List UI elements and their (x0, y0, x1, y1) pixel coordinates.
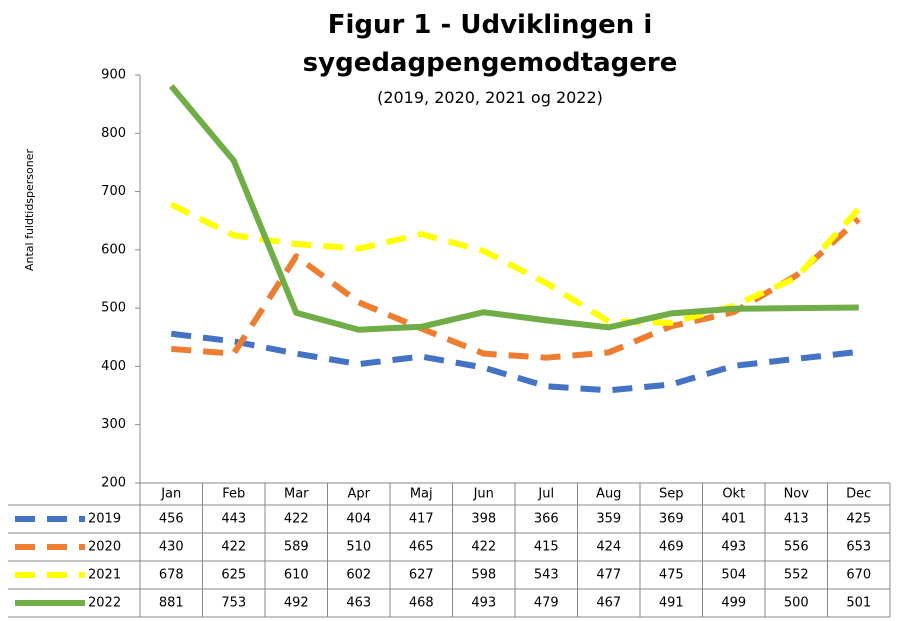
legend-label: 2020 (88, 540, 121, 555)
chart-title: Figur 1 - Udviklingen i sygedagpengemodt… (302, 10, 678, 78)
table-value: 465 (409, 540, 434, 555)
y-tick-label: 400 (101, 359, 126, 374)
table-value: 401 (721, 512, 746, 527)
series-line (169, 201, 861, 326)
x-tick-label: Feb (222, 487, 245, 502)
y-axis-label: Antal fuldtidspersoner (23, 148, 36, 271)
table-value: 556 (784, 540, 809, 555)
table-value: 456 (159, 512, 184, 527)
table-value: 398 (471, 512, 496, 527)
table-value: 417 (409, 512, 434, 527)
table-value: 422 (471, 540, 496, 555)
y-tick-label: 700 (101, 184, 126, 199)
table-value: 369 (659, 512, 684, 527)
table-value: 366 (534, 512, 559, 527)
legend-label: 2021 (88, 568, 121, 583)
x-tick-label: Aug (596, 487, 621, 502)
x-tick-label: Sep (659, 487, 684, 502)
table-value: 589 (284, 540, 309, 555)
table-value: 430 (159, 540, 184, 555)
table-value: 422 (221, 540, 246, 555)
x-tick-label: Mar (284, 487, 309, 502)
x-tick-label: Jul (537, 487, 554, 502)
table-value: 670 (846, 568, 871, 583)
table-value: 424 (596, 540, 621, 555)
table-value: 543 (534, 568, 559, 583)
series-line (168, 84, 859, 333)
table-value: 493 (721, 540, 746, 555)
legend-label: 2022 (88, 596, 121, 611)
chart-subtitle: (2019, 2020, 2021 og 2022) (377, 88, 603, 107)
y-tick-label: 600 (101, 242, 126, 257)
table-value: 881 (159, 596, 184, 611)
table-value: 610 (284, 568, 309, 583)
x-tick-label: Dec (846, 487, 871, 502)
table-value: 469 (659, 540, 684, 555)
y-tick-label: 900 (101, 68, 126, 83)
y-tick-label: 300 (101, 417, 126, 432)
table-value: 425 (846, 512, 871, 527)
x-tick-label: Jan (160, 487, 181, 502)
table-value: 625 (221, 568, 246, 583)
table-value: 602 (346, 568, 371, 583)
series-line (170, 330, 860, 394)
table-value: 463 (346, 596, 371, 611)
table-value: 413 (784, 512, 809, 527)
x-tick-label: Okt (722, 487, 745, 502)
legend-label: 2019 (88, 512, 121, 527)
table-value: 359 (596, 512, 621, 527)
y-tick-label: 800 (101, 126, 126, 141)
table-value: 598 (471, 568, 496, 583)
x-tick-label: Apr (348, 487, 371, 502)
table-value: 492 (284, 596, 309, 611)
x-tick-label: Nov (784, 487, 810, 502)
series-line (171, 216, 861, 361)
x-tick-label: Jun (473, 487, 494, 502)
table-value: 422 (284, 512, 309, 527)
table-value: 415 (534, 540, 559, 555)
table-value: 678 (159, 568, 184, 583)
table-value: 510 (346, 540, 371, 555)
table-value: 504 (721, 568, 746, 583)
table-value: 468 (409, 596, 434, 611)
table-value: 467 (596, 596, 621, 611)
table-value: 493 (471, 596, 496, 611)
table-value: 404 (346, 512, 371, 527)
table-value: 501 (846, 596, 871, 611)
table-value: 500 (784, 596, 809, 611)
table-value: 552 (784, 568, 809, 583)
table-value: 491 (659, 596, 684, 611)
y-tick-label: 200 (101, 476, 126, 491)
table-value: 479 (534, 596, 559, 611)
table-value: 477 (596, 568, 621, 583)
table-value: 753 (221, 596, 246, 611)
x-tick-label: Maj (410, 487, 433, 502)
table-value: 653 (846, 540, 871, 555)
table-value: 499 (721, 596, 746, 611)
table-value: 443 (221, 512, 246, 527)
y-tick-label: 500 (101, 301, 126, 316)
table-value: 627 (409, 568, 434, 583)
table-value: 475 (659, 568, 684, 583)
